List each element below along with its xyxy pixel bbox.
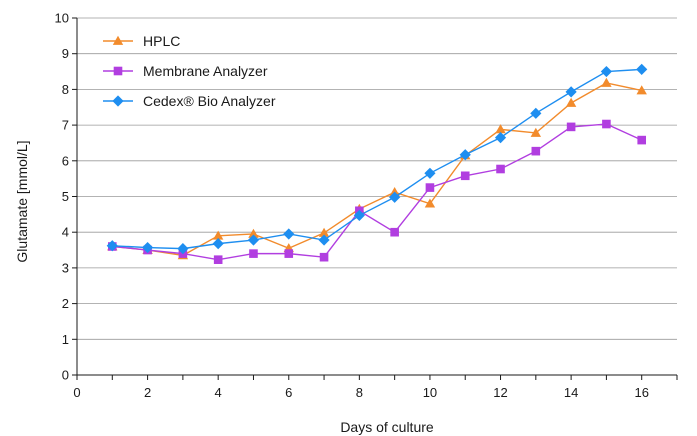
data-point-s2-9 xyxy=(424,167,436,179)
data-point-s2-4 xyxy=(247,234,260,246)
data-point-s2-15 xyxy=(636,63,648,76)
data-point-s0-14 xyxy=(601,77,612,87)
x-tick-label-4: 8 xyxy=(356,385,363,400)
y-tick-label-0: 0 xyxy=(62,368,69,383)
y-tick-label-4: 4 xyxy=(62,225,69,240)
data-point-s2-0 xyxy=(106,240,118,252)
data-point-s1-8 xyxy=(390,227,399,237)
data-point-s1-14 xyxy=(602,119,611,129)
y-tick-label-1: 1 xyxy=(62,332,69,347)
data-point-s2-7 xyxy=(353,209,365,222)
x-tick-label-0: 0 xyxy=(73,385,80,400)
x-tick-label-5: 10 xyxy=(423,385,437,400)
data-point-s1-11 xyxy=(496,164,505,174)
y-tick-label-3: 3 xyxy=(62,260,69,275)
legend-item-1: Membrane Analyzer xyxy=(103,63,268,79)
data-point-s2-13 xyxy=(565,86,577,98)
x-tick-label-3: 6 xyxy=(285,385,292,400)
legend-marker-1 xyxy=(113,66,123,76)
y-tick-label-9: 9 xyxy=(62,46,69,61)
y-axis-title: Glutamate [mmol/L] xyxy=(14,140,30,262)
y-tick-label-2: 2 xyxy=(62,296,69,311)
y-tick-label-10: 10 xyxy=(55,11,69,26)
data-point-s1-4 xyxy=(249,249,258,258)
data-point-s0-11 xyxy=(495,124,506,134)
series-line-2 xyxy=(112,68,642,250)
data-point-s2-2 xyxy=(177,243,189,255)
legend-label-0: HPLC xyxy=(143,33,180,49)
x-tick-label-2: 4 xyxy=(215,385,222,400)
series-layer xyxy=(106,63,648,264)
data-point-s2-3 xyxy=(212,238,224,250)
data-point-s2-10 xyxy=(459,149,471,161)
data-point-s2-5 xyxy=(283,228,295,240)
legend-marker-2 xyxy=(112,95,124,107)
series-2 xyxy=(106,63,648,255)
data-point-s2-6 xyxy=(318,234,330,246)
data-point-s0-6 xyxy=(318,227,330,237)
data-point-s0-12 xyxy=(530,127,542,137)
legend-item-2: Cedex® Bio Analyzer xyxy=(103,93,276,109)
legend-item-0: HPLC xyxy=(103,33,180,49)
series-line-1 xyxy=(112,123,642,261)
y-tick-label-7: 7 xyxy=(62,118,69,133)
data-point-s2-14 xyxy=(600,65,613,78)
data-point-s2-1 xyxy=(141,241,154,254)
data-point-s2-8 xyxy=(389,191,401,203)
legend-label-1: Membrane Analyzer xyxy=(143,63,268,79)
axes xyxy=(72,17,678,380)
data-point-s0-8 xyxy=(389,187,400,197)
data-point-s2-11 xyxy=(494,131,507,144)
legend-marker-0 xyxy=(112,35,124,45)
data-point-s1-5 xyxy=(284,249,294,258)
y-tick-label-8: 8 xyxy=(62,82,69,97)
data-point-s2-12 xyxy=(530,107,542,119)
legend: HPLC Membrane Analyzer Cedex® Bio Analyzer xyxy=(103,33,276,109)
y-tick-label-5: 5 xyxy=(62,189,69,204)
data-point-s0-3 xyxy=(212,230,224,240)
data-point-s1-10 xyxy=(460,171,470,181)
data-point-s1-9 xyxy=(425,183,435,192)
data-point-s0-13 xyxy=(565,97,577,107)
x-tick-label-7: 14 xyxy=(564,385,578,400)
x-tick-label-1: 2 xyxy=(144,385,151,400)
series-1 xyxy=(107,119,647,264)
data-point-s1-12 xyxy=(531,146,541,156)
gridlines xyxy=(77,17,677,340)
data-point-s1-3 xyxy=(213,255,223,264)
data-point-s1-15 xyxy=(637,135,647,145)
data-point-s0-15 xyxy=(636,85,647,95)
data-point-s1-6 xyxy=(319,252,329,262)
data-point-s0-9 xyxy=(424,198,436,208)
data-point-s0-4 xyxy=(248,228,259,238)
data-point-s1-13 xyxy=(566,122,576,132)
y-tick-label-6: 6 xyxy=(62,153,69,168)
legend-label-2: Cedex® Bio Analyzer xyxy=(143,93,276,109)
x-tick-label-6: 12 xyxy=(493,385,507,400)
x-axis-title: Days of culture xyxy=(340,419,434,435)
x-tick-label-8: 16 xyxy=(634,385,648,400)
